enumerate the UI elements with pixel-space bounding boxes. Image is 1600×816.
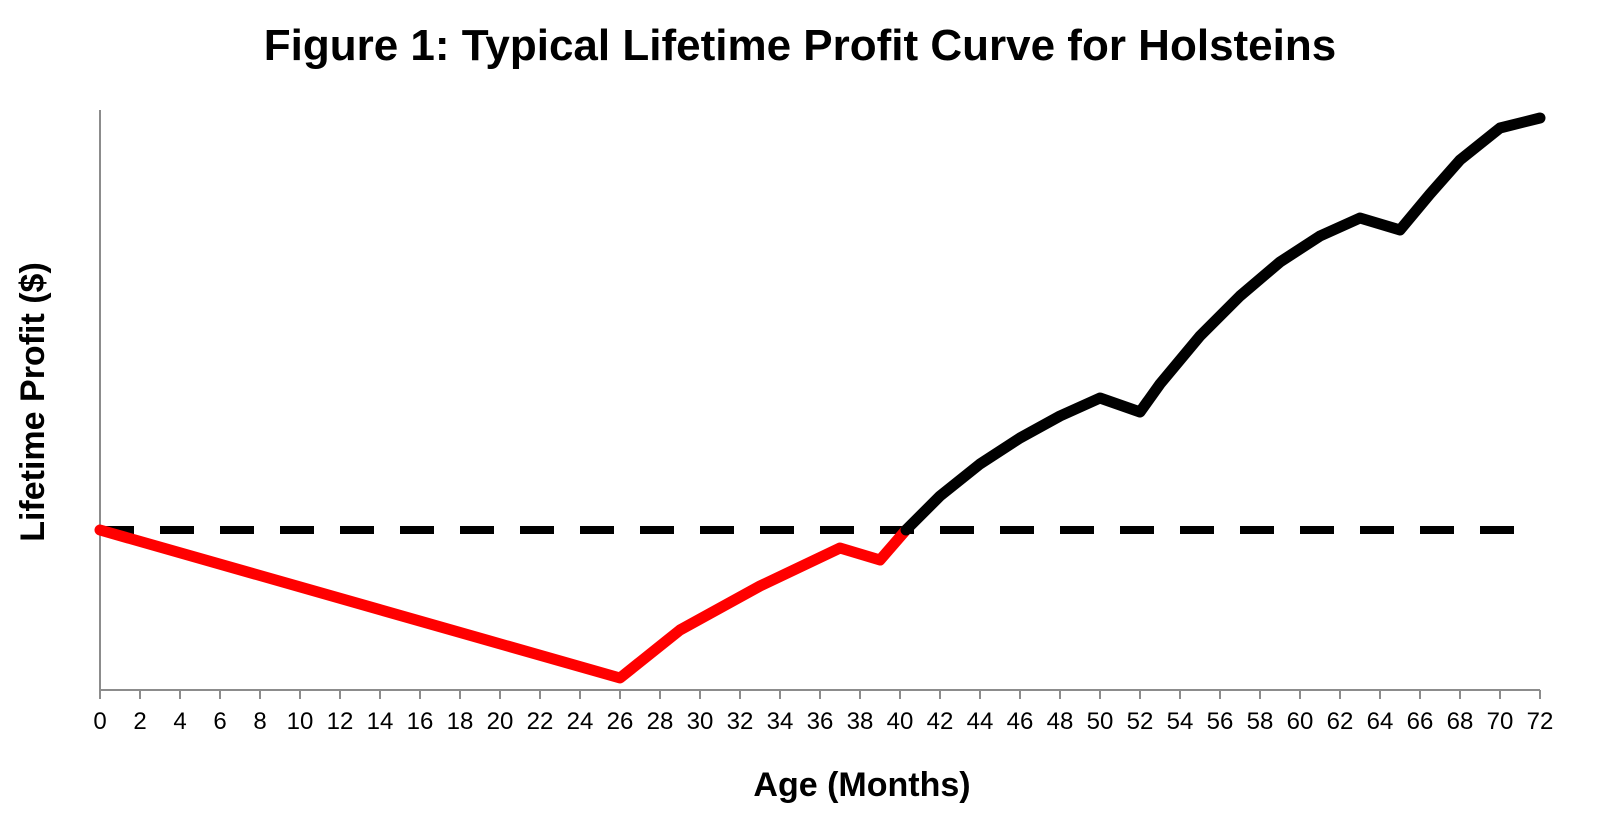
x-tick-label: 12 bbox=[327, 708, 354, 735]
x-tick-label: 10 bbox=[287, 708, 314, 735]
x-tick-label: 54 bbox=[1167, 708, 1194, 735]
x-tick-label: 18 bbox=[447, 708, 474, 735]
x-tick-label: 68 bbox=[1447, 708, 1474, 735]
x-tick-label: 34 bbox=[767, 708, 794, 735]
x-axis-tick-labels: 0 2 4 6 8 10 12 14 16 18 20 22 24 26 28 30 32 34 36 38 40 42 4… bbox=[93, 708, 1553, 735]
x-tick-label: 62 bbox=[1327, 708, 1354, 735]
x-tick-label: 2 bbox=[133, 708, 146, 735]
x-tick-label: 24 bbox=[567, 708, 594, 735]
x-axis-ticks bbox=[99, 690, 1541, 699]
x-tick-label: 52 bbox=[1127, 708, 1154, 735]
x-tick-label: 50 bbox=[1087, 708, 1114, 735]
x-tick-label: 14 bbox=[367, 708, 394, 735]
series-lines bbox=[94, 112, 1546, 684]
x-tick-label: 36 bbox=[807, 708, 834, 735]
x-tick-label: 38 bbox=[847, 708, 874, 735]
x-tick-label: 0 bbox=[93, 708, 106, 735]
x-tick-label: 32 bbox=[727, 708, 754, 735]
x-axis-title: Age (Months) bbox=[753, 766, 970, 804]
axes bbox=[99, 110, 1540, 691]
x-tick-label: 28 bbox=[647, 708, 674, 735]
x-tick-label: 40 bbox=[887, 708, 914, 735]
x-tick-label: 60 bbox=[1287, 708, 1314, 735]
negative-profit-line bbox=[94, 524, 912, 684]
x-tick-label: 42 bbox=[927, 708, 954, 735]
x-tick-label: 66 bbox=[1407, 708, 1434, 735]
x-tick-label: 26 bbox=[607, 708, 634, 735]
x-tick-label: 6 bbox=[213, 708, 226, 735]
x-tick-label: 64 bbox=[1367, 708, 1394, 735]
y-axis-title: Lifetime Profit ($) bbox=[14, 262, 52, 542]
x-tick-label: 56 bbox=[1207, 708, 1234, 735]
x-tick-label: 72 bbox=[1527, 708, 1554, 735]
x-tick-label: 48 bbox=[1047, 708, 1074, 735]
x-tick-label: 30 bbox=[687, 708, 714, 735]
chart-title: Figure 1: Typical Lifetime Profit Curve … bbox=[264, 21, 1336, 70]
x-tick-label: 8 bbox=[253, 708, 266, 735]
positive-profit-line bbox=[900, 112, 1546, 536]
x-tick-label: 20 bbox=[487, 708, 514, 735]
x-tick-label: 16 bbox=[407, 708, 434, 735]
x-tick-label: 70 bbox=[1487, 708, 1514, 735]
x-tick-label: 58 bbox=[1247, 708, 1274, 735]
x-tick-label: 4 bbox=[173, 708, 186, 735]
x-tick-label: 22 bbox=[527, 708, 554, 735]
x-tick-label: 46 bbox=[1007, 708, 1034, 735]
x-tick-label: 44 bbox=[967, 708, 994, 735]
